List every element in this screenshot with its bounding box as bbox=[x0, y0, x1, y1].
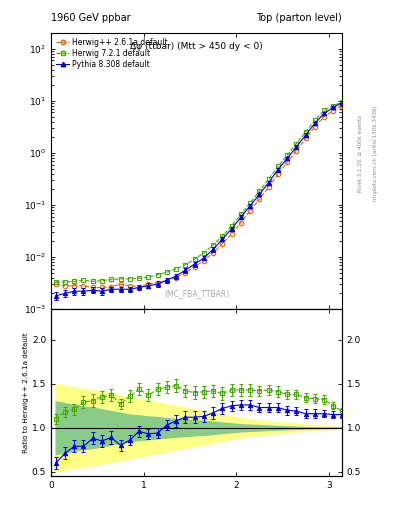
Text: Top (parton level): Top (parton level) bbox=[256, 13, 342, 23]
Text: (MC_FBA_TTBAR): (MC_FBA_TTBAR) bbox=[164, 289, 229, 298]
Text: Rivet 3.1.10, ≥ 400k events: Rivet 3.1.10, ≥ 400k events bbox=[358, 115, 363, 192]
Text: mcplots.cern.ch [arXiv:1306.3436]: mcplots.cern.ch [arXiv:1306.3436] bbox=[373, 106, 378, 201]
Y-axis label: Ratio to Herwig++ 2.6.1a default: Ratio to Herwig++ 2.6.1a default bbox=[23, 332, 29, 453]
Text: 1960 GeV ppbar: 1960 GeV ppbar bbox=[51, 13, 131, 23]
Legend: Herwig++ 2.6.1a default, Herwig 7.2.1 default, Pythia 8.308 default: Herwig++ 2.6.1a default, Herwig 7.2.1 de… bbox=[54, 36, 169, 70]
Text: Δφ (t̅tbar) (Mtt > 450 dy < 0): Δφ (t̅tbar) (Mtt > 450 dy < 0) bbox=[130, 41, 263, 51]
